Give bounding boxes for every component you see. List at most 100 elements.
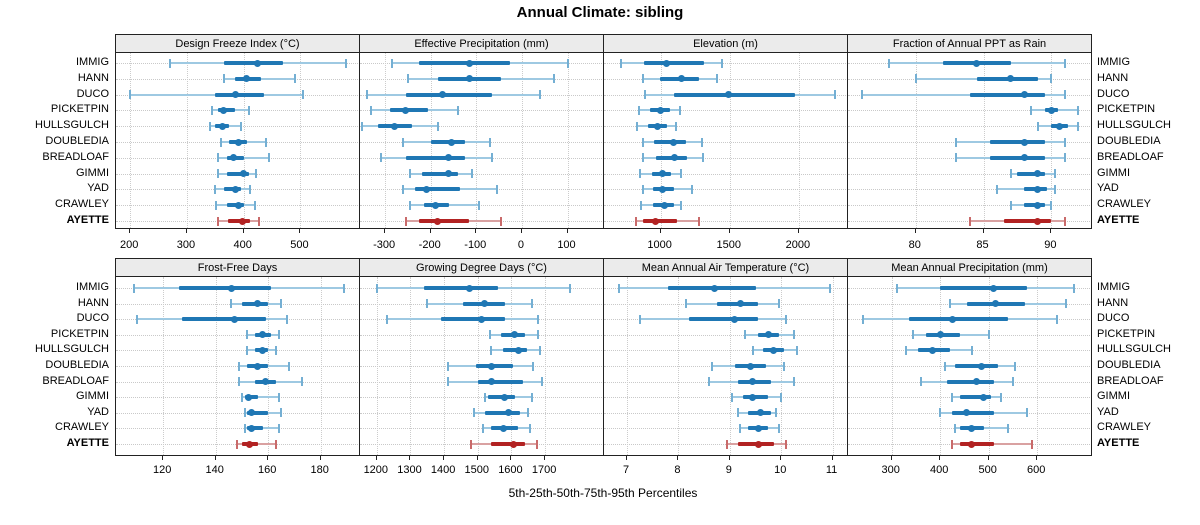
row-label-ayette-left-row1: AYETTE [66,437,109,449]
whisker-cap-high-crawley [680,200,683,210]
whisker-cap-low-hann [406,74,409,84]
whisker-cap-high-immig [1072,283,1075,293]
median-dot-duco [1020,91,1028,99]
row-guide [116,350,359,352]
median-dot-immig [710,284,718,292]
row-label-picketpin-right-row1: PICKETPIN [1097,327,1156,340]
row-guide [360,205,603,207]
row-guide [360,126,603,128]
whisker-cap-low-picketpin [1030,105,1032,115]
iqr-bar-duco [908,317,1009,322]
median-dot-crawley [661,201,669,209]
whisker-cap-low-gimmi [731,392,734,402]
whisker-cap-low-hann [426,299,429,309]
axis-tick [914,229,916,233]
median-dot-hann [677,75,685,83]
whisker-cap-low-hullsgulch [490,345,493,355]
whisker-cap-high-doubledia [532,361,535,371]
grid-line-x [476,53,478,228]
whisker-cap-high-yad [280,408,283,418]
whisker-cap-low-crawley [409,200,412,210]
whisker-cap-low-ayette [634,216,637,226]
axis-tick [626,456,628,460]
median-dot-crawley [234,201,242,209]
panel-header-effective-precipitation-mm: Effective Precipitation (mm) [359,34,604,53]
axis-tick [267,456,269,460]
axis-tick [319,456,321,460]
whisker-cap-high-doubledia [288,361,291,371]
grid-line-x [130,53,132,228]
axis-tick-label: 500 [290,239,309,251]
axis-tick-label: 10 [774,464,787,476]
grid-line-x [832,277,834,455]
whisker-cap-high-hullsgulch [674,121,677,131]
iqr-bar-immig [419,61,511,65]
axis-tick [242,229,244,233]
whisker-breadloaf [218,156,270,159]
whisker-cap-high-breadloaf [1063,153,1066,163]
median-dot-breadloaf [1020,154,1028,162]
iqr-bar-picketpin [389,108,429,113]
median-dot-hullsgulch [1055,122,1063,130]
panel-title: Frost-Free Days [197,261,278,274]
whisker-cap-low-hullsgulch [751,345,754,355]
axis-tick [384,229,386,233]
whisker-cap-high-breadloaf [793,377,796,387]
median-dot-ayette [754,440,762,448]
whisker-cap-low-crawley [640,200,643,210]
whisker-cap-high-gimmi [1054,169,1057,179]
axis-tick [797,229,799,233]
grid-line-x [940,277,942,455]
whisker-cap-low-gimmi [240,392,243,402]
median-dot-hullsgulch [770,346,778,354]
whisker-cap-high-hann [715,74,718,84]
axis-tick-label: 1600 [498,464,523,476]
iqr-bar-duco [673,92,796,97]
panel-title: Effective Precipitation (mm) [414,37,549,50]
panel-header-growing-degree-days-c: Growing Degree Days (°C) [359,258,604,277]
whisker-cap-low-gimmi [409,169,412,179]
row-label-crawley-left-row0: CRAWLEY [55,198,109,211]
axis-tick [677,456,679,460]
axis-tick [443,456,445,460]
row-label-gimmi-right-row1: GIMMI [1097,390,1130,403]
whisker-cap-high-duco [1055,314,1058,324]
whisker-cap-high-crawley [528,423,531,433]
axis-tick-label: 400 [233,239,252,251]
median-dot-picketpin [511,331,519,339]
row-label-breadloaf-left-row0: BREADLOAF [42,150,109,163]
whisker-cap-low-breadloaf [919,377,922,387]
row-label-hann-right-row1: HANN [1097,296,1129,309]
whisker-cap-high-breadloaf [701,153,704,163]
median-dot-gimmi [244,393,252,401]
axis-tick [429,229,431,233]
axis-tick [162,456,164,460]
whisker-cap-high-ayette [257,216,260,226]
median-dot-immig [254,59,262,67]
whisker-cap-high-duco [833,90,836,100]
median-dot-hullsgulch [929,346,937,354]
whisker-cap-high-yad [1026,408,1029,418]
iqr-bar-duco [688,317,759,322]
whisker-cap-high-immig [569,283,572,293]
axis-tick-label: 120 [153,464,172,476]
iqr-bar-gimmi [226,171,250,176]
median-dot-picketpin [402,106,410,114]
row-guide [848,205,1091,207]
iqr-bar-crawley [247,426,263,431]
whisker-cap-low-yad [736,408,739,418]
row-label-yad-right-row1: YAD [1097,405,1119,418]
whisker-cap-high-breadloaf [301,377,304,387]
panel-plot-effective-precipitation-mm [359,52,604,229]
iqr-bar-ayette [419,219,470,223]
axis-tick-label: 600 [1026,464,1046,476]
whisker-cap-low-picketpin [744,330,747,340]
whisker-cap-low-duco [861,314,864,324]
axis-tick [939,456,941,460]
whisker-cap-low-ayette [470,439,473,449]
median-dot-breadloaf [262,378,270,386]
axis-tick [475,229,477,233]
median-dot-gimmi [658,170,666,178]
iqr-bar-immig [940,286,1028,290]
axis-tick-label: 11 [825,464,838,476]
